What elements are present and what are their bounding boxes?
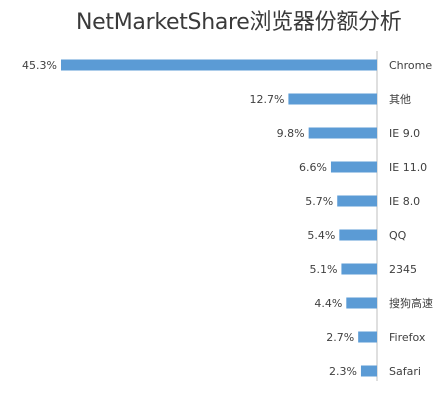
data-label: 5.4% [307,229,335,242]
category-label: IE 9.0 [389,127,420,140]
category-label: IE 8.0 [389,195,420,208]
bar [337,195,377,207]
category-label: Firefox [389,331,426,344]
data-label: 45.3% [22,59,57,72]
data-label: 9.8% [277,127,305,140]
category-label: Chrome [389,59,432,72]
category-label: IE 11.0 [389,161,427,174]
data-label: 12.7% [249,93,284,106]
category-label: 其他 [389,93,411,106]
bar [308,127,377,139]
data-label: 2.7% [326,331,354,344]
category-label: 2345 [389,263,417,276]
data-label: 4.4% [314,297,342,310]
bar [360,365,377,377]
data-label: 2.3% [329,365,357,378]
data-label: 6.6% [299,161,327,174]
bar [330,161,377,173]
bar [339,229,377,241]
category-label: 搜狗高速 [389,296,433,310]
data-label: 5.1% [309,263,337,276]
bar [288,93,377,105]
bar [358,331,377,343]
category-label: QQ [389,229,407,242]
chart-title: NetMarketShare浏览器份额分析 [76,10,402,35]
bar [341,263,377,275]
bar [346,297,377,309]
category-label: Safari [389,365,421,378]
bar [61,59,377,71]
data-label: 5.7% [305,195,333,208]
